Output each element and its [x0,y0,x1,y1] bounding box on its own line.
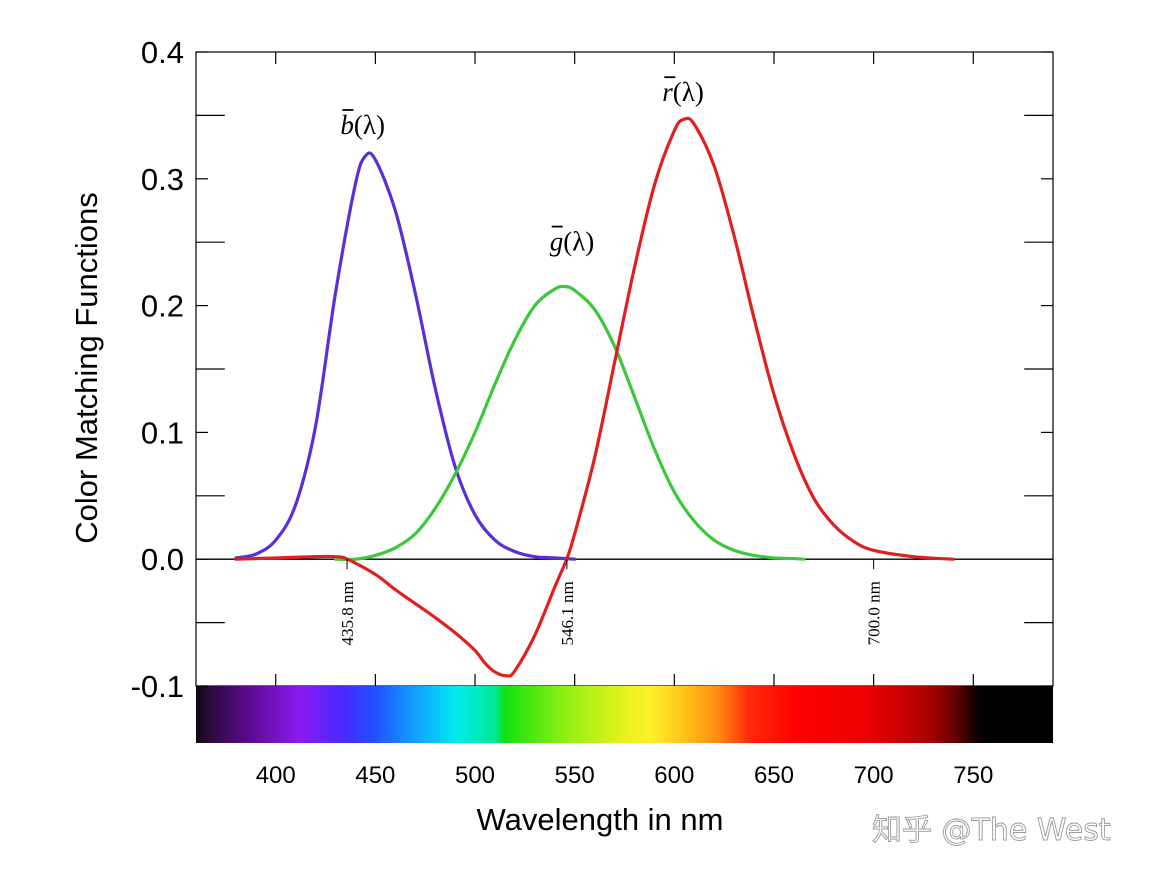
x-tick-labels: 400 450 500 550 600 650 700 750 [256,762,994,789]
wavelength-annotations: 435.8 nm 546.1 nm 700.0 nm [338,559,884,645]
y-tick-label: 0.3 [141,162,184,197]
x-tick-label: 750 [953,762,993,789]
r-bar-label-letter: r [662,77,673,107]
y-tick-label: -0.1 [131,669,184,704]
y-tick-label: 0.1 [141,415,184,450]
x-tick-label: 500 [455,762,495,789]
x-tick-label: 600 [654,762,694,789]
y-tick-labels: -0.1 0.0 0.1 0.2 0.3 0.4 [131,35,184,704]
r-bar-label-suffix: (λ) [673,77,704,107]
b-bar-label-letter: b [340,110,354,140]
x-tick-label: 650 [754,762,794,789]
series-lines [234,116,955,678]
x-tick-label: 550 [555,762,595,789]
b-bar-curve [234,151,577,561]
y-tick-label: 0.0 [141,542,184,577]
wavelength-annotation: 700.0 nm [865,581,884,645]
r-bar-label: r(λ) [662,77,704,107]
g-bar-label-suffix: (λ) [563,227,594,257]
x-tick-label: 700 [854,762,894,789]
y-tick-label: 0.2 [141,289,184,324]
g-bar-label: g(λ) [550,227,595,257]
spectrum-bar [196,686,1053,743]
y-axis-title: Color Matching Functions [69,192,104,544]
x-tick-label: 450 [355,762,395,789]
g-bar-label-letter: g [550,227,564,257]
b-bar-label: b(λ) [340,110,385,140]
x-axis-title: Wavelength in nm [477,802,724,837]
x-tick-label: 400 [256,762,296,789]
r-bar-curve [234,116,955,678]
watermark: 知乎 @The West [872,813,1111,848]
wavelength-annotation: 546.1 nm [558,581,577,645]
b-bar-label-suffix: (λ) [354,110,385,140]
g-bar-curve [333,284,806,562]
y-tick-label: 0.4 [141,35,184,70]
wavelength-annotation: 435.8 nm [338,581,357,645]
curve-labels: b(λ)g(λ)r(λ) [340,76,704,257]
